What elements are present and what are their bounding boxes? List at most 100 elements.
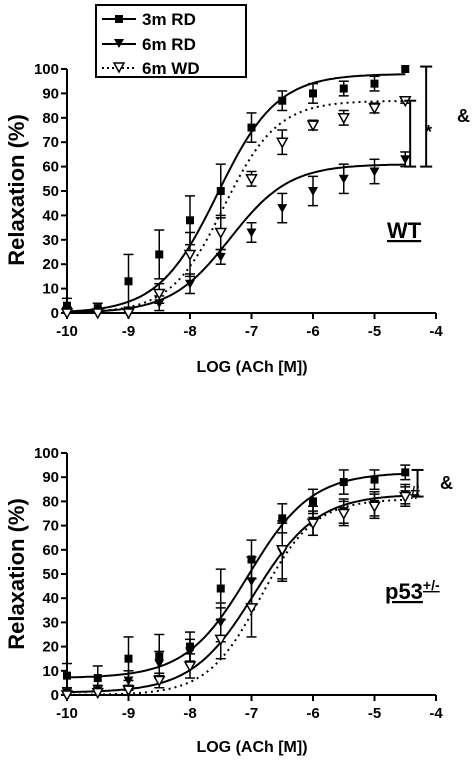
wt-y-tick-label: 0 xyxy=(51,305,59,322)
p53-series-3m-rd-point xyxy=(339,478,348,487)
p53-x-tick-label: -8 xyxy=(183,705,196,722)
wt-series-6m-wd-point xyxy=(368,103,381,115)
p53-x-tick-label: -10 xyxy=(56,705,78,722)
wt-x-tick-label: -4 xyxy=(429,323,443,340)
wt-series-3m-rd-point xyxy=(155,250,164,259)
p53-y-tick-label: 0 xyxy=(51,687,59,704)
annot-p53-hash: # xyxy=(410,483,420,503)
wt-series-3m-rd-point xyxy=(309,89,317,98)
p53-series-3m-rd-point xyxy=(370,475,379,484)
legend-marker-3m-rd xyxy=(115,15,123,23)
p53-series-6m-wd-point xyxy=(245,603,258,615)
wt-x-tick-label: -7 xyxy=(245,323,258,340)
wt-y-tick-label: 20 xyxy=(42,256,59,273)
p53-y-tick-label: 40 xyxy=(42,590,59,607)
annot-p53-amp: & xyxy=(440,473,453,493)
legend-label-3m-rd: 3m RD xyxy=(142,10,196,29)
p53-x-tick-label: -6 xyxy=(306,705,319,722)
p53-y-tick-label: 30 xyxy=(42,614,59,631)
p53-x-tick-label: -4 xyxy=(429,705,443,722)
legend-marker-6m-wd xyxy=(112,62,126,74)
wt-series-6m-rd-fit-line xyxy=(66,163,406,314)
wt-series-3m-rd-point xyxy=(93,304,102,313)
wt-y-tick-label: 90 xyxy=(42,85,59,102)
panel-p53-xlabel: LOG (ACh [M]) xyxy=(196,739,307,756)
panel-p53-ylabel: Relaxation (%) xyxy=(4,498,29,650)
wt-series-3m-rd-point xyxy=(247,123,256,132)
p53-y-tick-label: 10 xyxy=(42,663,59,680)
legend-marker-6m-rd xyxy=(114,39,124,48)
annot-wt-star: * xyxy=(425,122,432,142)
wt-series-3m-rd-point xyxy=(186,216,194,225)
p53-series-6m-wd-point xyxy=(337,508,351,521)
panel-p53-label-main: p53 xyxy=(385,579,423,604)
wt-series-6m-rd-point xyxy=(185,279,195,289)
wt-series-6m-rd-point xyxy=(308,187,318,196)
p53-series-3m-rd-point xyxy=(63,671,71,680)
p53-series-6m-rd-point xyxy=(185,647,195,657)
p53-series-6m-wd-point xyxy=(214,634,228,646)
p53-series-3m-rd-fit-line xyxy=(67,472,406,679)
wt-series-3m-rd-point xyxy=(124,277,133,286)
p53-series-6m-wd-point xyxy=(152,675,166,688)
legend-label-6m-wd: 6m WD xyxy=(142,59,200,78)
wt-series-6m-wd-point xyxy=(183,249,197,261)
wt-series-6m-rd-point xyxy=(246,228,257,238)
panel-wt-label: WT xyxy=(387,218,422,243)
wt-x-tick-label: -5 xyxy=(368,323,381,340)
p53-series-6m-wd-point xyxy=(60,690,74,702)
p53-x-tick-label: -9 xyxy=(122,705,135,722)
wt-y-tick-label: 30 xyxy=(42,232,59,249)
wt-series-3m-rd-point xyxy=(216,187,225,195)
p53-series-3m-rd-point xyxy=(124,654,133,663)
wt-series-6m-wd-point xyxy=(91,308,105,320)
p53-series-6m-wd-point xyxy=(183,661,197,673)
panel-wt-xlabel: LOG (ACh [M]) xyxy=(196,359,307,376)
wt-x-tick-label: -6 xyxy=(306,323,319,340)
p53-series-3m-rd-point xyxy=(216,584,225,593)
p53-series-6m-wd-point xyxy=(122,685,135,697)
p53-x-tick-label: -7 xyxy=(245,705,258,722)
wt-series-6m-rd-point xyxy=(338,174,349,184)
wt-y-tick-label: 50 xyxy=(42,183,59,200)
p53-y-tick-label: 50 xyxy=(42,566,59,583)
wt-series-6m-rd-point xyxy=(369,167,380,177)
p53-series-6m-wd-point xyxy=(91,687,105,700)
wt-series-6m-wd-point xyxy=(306,120,320,132)
p53-y-tick-label: 80 xyxy=(42,493,59,510)
wt-x-tick-label: -10 xyxy=(56,323,78,340)
wt-series-3m-rd-point xyxy=(339,84,348,93)
wt-series-6m-rd-point xyxy=(277,204,288,214)
p53-series-6m-wd-point xyxy=(306,518,320,530)
annot-wt-amp: & xyxy=(457,106,470,126)
wt-series-3m-rd-point xyxy=(63,301,71,310)
panel-p53-label: p53+/- xyxy=(385,577,440,604)
panel-wt-ylabel: Relaxation (%) xyxy=(4,114,29,266)
wt-series-6m-wd-point xyxy=(275,137,289,149)
legend-label-6m-rd: 6m RD xyxy=(142,35,196,54)
p53-series-3m-rd-point xyxy=(401,468,410,477)
wt-y-tick-label: 100 xyxy=(34,61,59,78)
wt-series-6m-wd-point xyxy=(214,227,228,240)
p53-series-6m-rd-point xyxy=(154,659,165,669)
wt-series-6m-rd-point xyxy=(215,252,226,262)
wt-series-3m-rd-point xyxy=(401,65,410,73)
wt-series-6m-wd-point xyxy=(337,113,351,125)
p53-series-6m-rd-fit-line xyxy=(66,494,406,694)
wt-y-tick-label: 70 xyxy=(42,134,59,151)
p53-series-6m-wd-fit-line xyxy=(66,498,406,696)
wt-series-3m-rd-point xyxy=(278,96,287,105)
p53-series-6m-wd-point xyxy=(275,545,289,557)
p53-y-tick-label: 20 xyxy=(42,639,59,656)
p53-series-3m-rd-point xyxy=(309,497,317,506)
wt-y-tick-label: 60 xyxy=(42,159,59,176)
panel-p53-label-sup: +/- xyxy=(423,577,440,593)
wt-y-tick-label: 10 xyxy=(42,281,59,298)
wt-series-3m-rd-point xyxy=(370,79,379,88)
wt-x-tick-label: -8 xyxy=(183,323,196,340)
wt-series-6m-wd-point xyxy=(152,288,166,301)
p53-series-6m-wd-point xyxy=(368,501,381,513)
p53-y-tick-label: 90 xyxy=(42,469,59,486)
p53-y-tick-label: 60 xyxy=(42,542,59,559)
